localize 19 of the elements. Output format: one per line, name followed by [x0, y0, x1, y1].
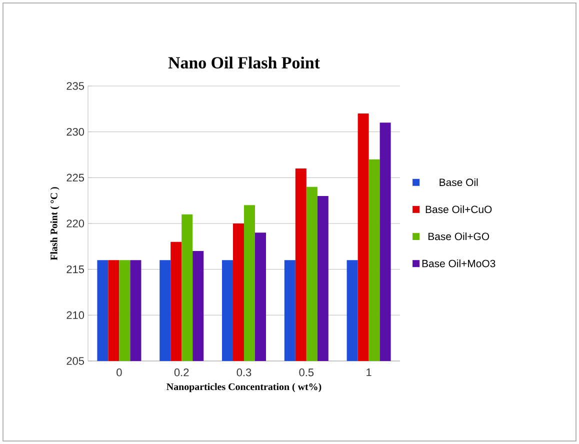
x-tick-label: 0.5: [299, 368, 314, 376]
x-tick-label: 0: [116, 368, 122, 376]
legend-label: Base Oil+CuO: [426, 205, 492, 214]
chart-title: Nano Oil Flash Point: [168, 56, 320, 68]
y-tick-label: 215: [66, 265, 84, 274]
y-tick-label: 235: [66, 82, 84, 90]
y-tick-label: 205: [66, 357, 84, 365]
x-tick-label: 0.3: [236, 368, 252, 376]
y-tick-label: 230: [66, 128, 84, 136]
y-tick-label: 225: [66, 174, 84, 182]
x-tick-label: 1: [366, 368, 372, 376]
y-tick-label: 220: [66, 220, 84, 228]
legend-label: Base Oil+GO: [428, 232, 490, 240]
y-tick-label: 210: [66, 311, 84, 320]
x-tick-label: 0.2: [174, 368, 189, 376]
x-axis-title: Nanoparticles Concentration ( wt%): [166, 383, 322, 392]
legend-label: Base Oil+MoO3: [422, 260, 496, 268]
y-axis-title: Flash Point ( °C ): [50, 187, 60, 260]
legend-label: Base Oil: [440, 178, 478, 186]
